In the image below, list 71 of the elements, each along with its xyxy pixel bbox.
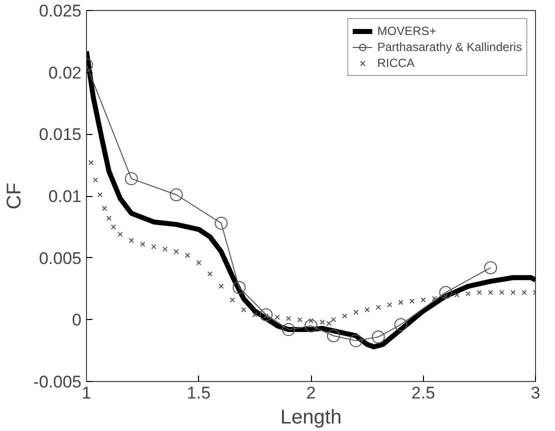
point [207, 271, 213, 277]
point [484, 261, 498, 274]
point [376, 304, 381, 310]
point [326, 329, 340, 342]
point [110, 224, 116, 230]
point [476, 290, 482, 296]
point [522, 290, 527, 296]
x-axis-title: Length [280, 406, 342, 428]
point [372, 330, 385, 344]
point [252, 312, 258, 318]
y-tick-label: 0.02 [48, 63, 82, 82]
point [353, 310, 359, 315]
point [162, 246, 168, 252]
point [88, 160, 94, 166]
point [286, 316, 292, 322]
point [499, 290, 504, 296]
x-tick-label: 2.5 [411, 384, 436, 402]
point [106, 216, 112, 221]
point [260, 308, 273, 322]
point [466, 291, 471, 296]
point [92, 177, 98, 183]
point [409, 298, 415, 304]
point [214, 216, 228, 230]
point [97, 192, 103, 198]
point [386, 302, 392, 308]
point [241, 307, 246, 312]
point [196, 260, 202, 266]
point [364, 307, 370, 312]
y-tick-label: 0.005 [38, 248, 82, 268]
point [510, 290, 516, 296]
x-tick-label: 1.5 [186, 384, 211, 402]
point [174, 249, 179, 254]
point [394, 318, 408, 332]
point [151, 244, 156, 250]
point [443, 294, 448, 299]
y-tick-label: 0.015 [38, 125, 82, 144]
point [102, 206, 108, 211]
point [420, 297, 426, 302]
point [232, 281, 246, 294]
point [124, 172, 138, 186]
point [330, 317, 336, 322]
point [308, 318, 314, 324]
point [349, 334, 362, 348]
point [218, 284, 224, 289]
legend-label: Parthasarathy & Kallinderis [377, 39, 522, 55]
x-tick-label: 3 [530, 384, 540, 402]
point [342, 313, 348, 319]
y-tick-label: 0 [72, 310, 82, 330]
point [274, 314, 280, 320]
legend-label: RICCA [377, 55, 415, 71]
point [184, 252, 190, 258]
point [128, 238, 134, 244]
y-tick-label: -0.005 [33, 372, 82, 392]
point [454, 292, 460, 298]
point [140, 242, 146, 247]
point [432, 296, 438, 302]
point [398, 300, 404, 305]
point [230, 297, 236, 302]
y-tick-label: 0.025 [38, 2, 82, 20]
x-tick-label: 1 [82, 384, 92, 402]
point [304, 319, 318, 332]
point [488, 290, 494, 296]
point [439, 286, 452, 299]
x-tick-label: 2 [306, 384, 316, 402]
point [282, 323, 296, 336]
legend-label: MOVERS+ [377, 23, 436, 39]
point [170, 188, 183, 202]
y-axis-title: CF [3, 182, 26, 210]
y-tick-label: 0.01 [48, 187, 82, 206]
point [118, 232, 123, 237]
point [297, 317, 302, 322]
